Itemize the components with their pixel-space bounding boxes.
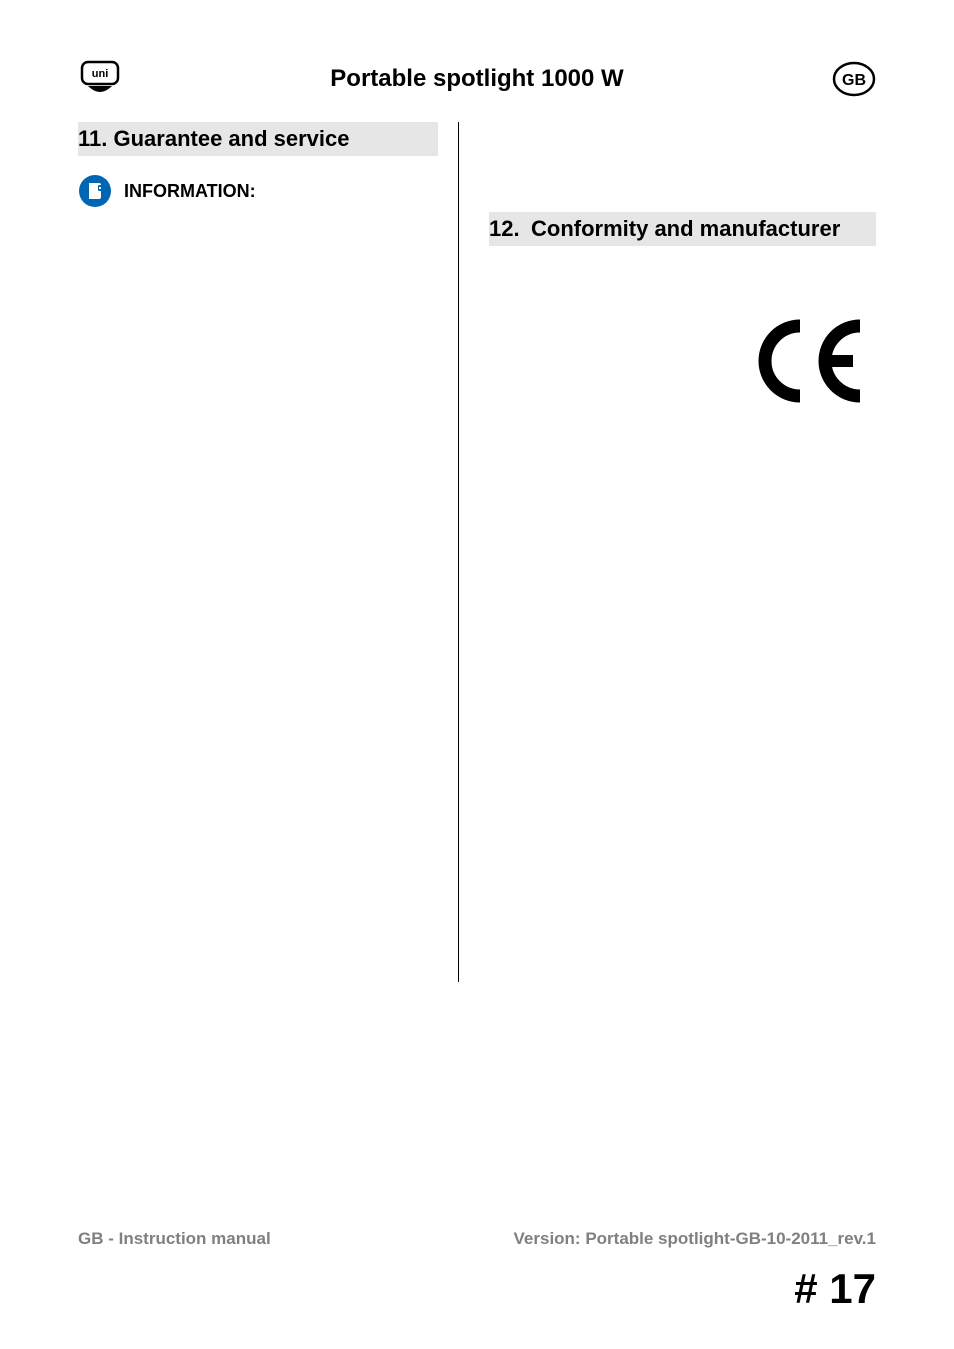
page-number: # 17 (794, 1265, 876, 1313)
brand-logo-icon: uni (78, 60, 122, 98)
information-icon (78, 174, 112, 208)
section-heading-guarantee: 11. Guarantee and service (78, 122, 438, 156)
content-columns: 11. Guarantee and service INFORMATION: 1… (78, 122, 876, 982)
page-footer: GB - Instruction manual Version: Portabl… (78, 1229, 876, 1249)
right-column: 12. Conformity and manufacturer (459, 122, 876, 982)
section-heading-conformity: 12. Conformity and manufacturer (489, 212, 876, 246)
svg-text:GB: GB (842, 72, 866, 89)
section-number: 12. (489, 216, 531, 242)
language-badge-icon: GB (832, 61, 876, 97)
left-column: 11. Guarantee and service INFORMATION: (78, 122, 458, 982)
information-label: INFORMATION: (124, 181, 256, 202)
footer-right-text: Version: Portable spotlight-GB-10-2011_r… (514, 1229, 876, 1249)
ce-mark-icon (489, 316, 876, 411)
section-title-text: Conformity and manufacturer (531, 216, 840, 242)
page-header: uni Portable spotlight 1000 W GB (78, 60, 876, 98)
page-title: Portable spotlight 1000 W (122, 65, 832, 93)
svg-text:uni: uni (92, 68, 109, 80)
document-page: uni Portable spotlight 1000 W GB 11. Gua… (0, 0, 954, 1349)
information-callout: INFORMATION: (78, 174, 438, 208)
footer-left-text: GB - Instruction manual (78, 1229, 271, 1249)
